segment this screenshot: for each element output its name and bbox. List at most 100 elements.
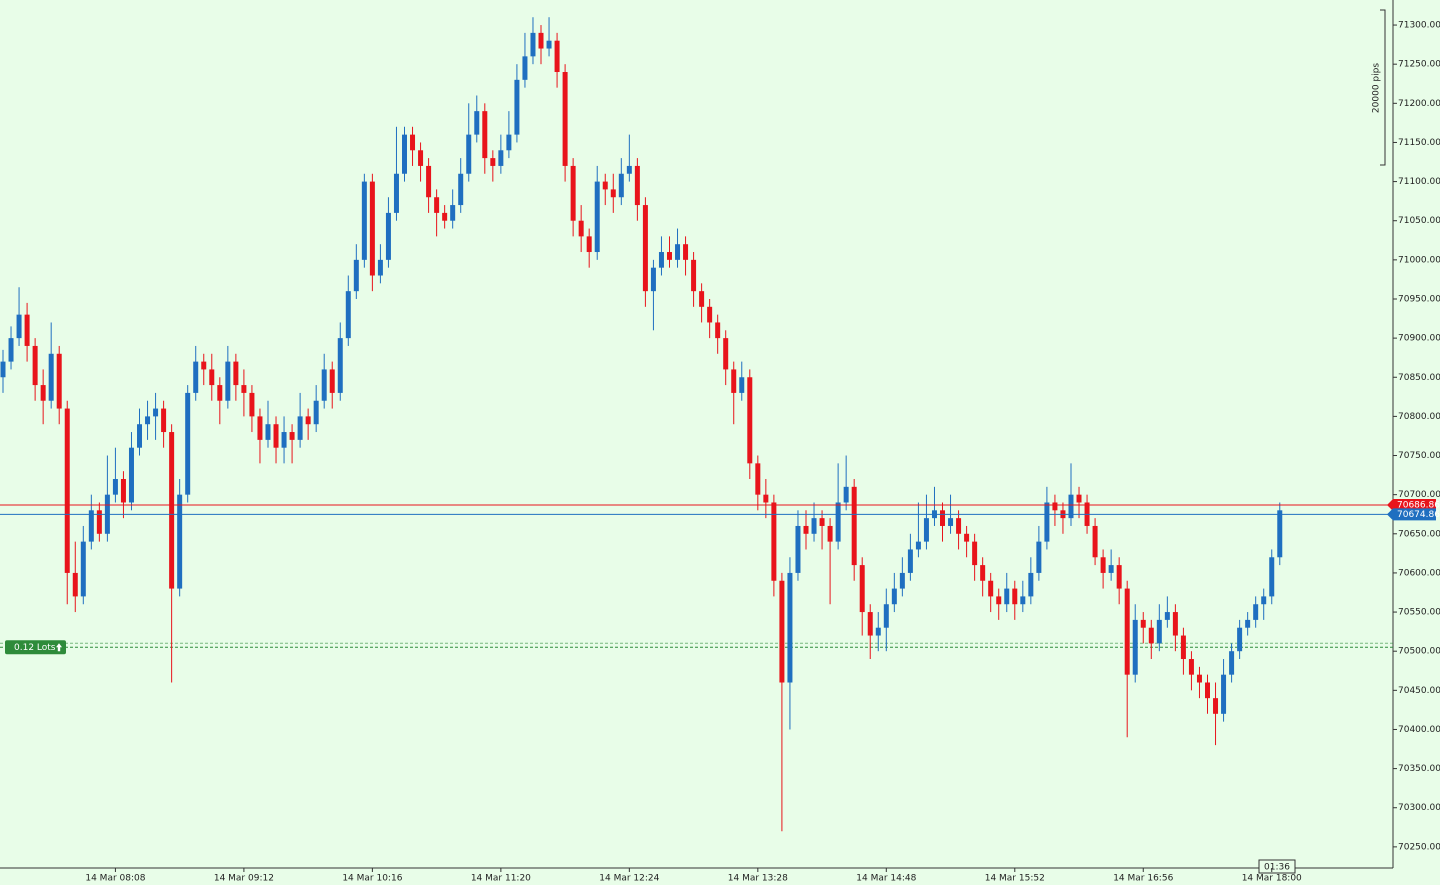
scale-label: 20000 pips	[1372, 63, 1382, 113]
candle-body	[137, 424, 143, 448]
y-tick-label: 70950.00	[1398, 294, 1440, 304]
candle-body	[1036, 541, 1042, 573]
candle-body	[988, 580, 994, 597]
candle-body	[490, 158, 496, 166]
candle-body	[297, 416, 303, 440]
candle-body	[273, 424, 279, 448]
candle-body	[707, 306, 713, 323]
candle-body	[658, 252, 664, 268]
candle-body	[289, 432, 295, 440]
order-tag	[5, 640, 66, 655]
candle-body	[755, 463, 761, 495]
x-tick-label: 14 Mar 13:28	[728, 874, 788, 884]
candle-body	[434, 197, 440, 213]
candle-body	[1020, 596, 1026, 605]
candle-body	[153, 408, 159, 417]
candle-body	[859, 565, 865, 613]
candle-body	[610, 189, 616, 198]
y-tick-label: 71050.00	[1398, 216, 1440, 226]
candle-body	[1052, 502, 1058, 511]
y-tick-label: 70850.00	[1398, 373, 1440, 383]
candle-body	[482, 111, 488, 159]
candle-body	[972, 541, 978, 566]
price-tag-label: 70674.86	[1397, 510, 1440, 520]
candle-body	[980, 565, 986, 581]
candle-body	[225, 361, 231, 401]
candle-body	[329, 369, 335, 393]
candle-body	[843, 486, 849, 503]
candle-body	[691, 259, 697, 292]
y-tick-label: 70750.00	[1398, 451, 1440, 461]
candle-body	[1068, 494, 1074, 519]
candle-body	[1116, 565, 1122, 589]
x-tick-label: 14 Mar 16:56	[1113, 874, 1173, 884]
candle-body	[1108, 565, 1114, 573]
timer: 01:36	[1264, 863, 1290, 873]
candle-body	[618, 173, 624, 198]
candle-body	[1188, 659, 1194, 675]
candle-body	[96, 510, 102, 534]
y-tick-label: 70900.00	[1398, 334, 1440, 344]
candle-body	[964, 533, 970, 542]
x-tick-label: 14 Mar 14:48	[856, 874, 916, 884]
candle-body	[377, 259, 383, 276]
candle-body	[1148, 627, 1154, 644]
candle-body	[891, 588, 897, 605]
candle-body	[450, 205, 456, 221]
candle-body	[602, 181, 608, 190]
candle-body	[442, 212, 448, 221]
candle-body	[498, 150, 504, 166]
candle-body	[514, 79, 520, 135]
candle-body	[578, 220, 584, 237]
candle-body	[795, 525, 801, 573]
candle-body	[554, 40, 560, 73]
candle-body	[466, 134, 472, 174]
candle-body	[1156, 619, 1162, 644]
candle-body	[241, 385, 247, 393]
candle-body	[193, 361, 199, 393]
candle-body	[1269, 557, 1275, 597]
candle-body	[32, 345, 38, 386]
candle-body	[410, 134, 416, 151]
candle-body	[867, 612, 873, 636]
y-tick-label: 70650.00	[1398, 529, 1440, 539]
candle-body	[281, 432, 287, 448]
candle-body	[1076, 494, 1082, 503]
candle-body	[1164, 612, 1170, 620]
candle-body	[538, 32, 544, 49]
candle-body	[217, 385, 223, 401]
candle-body	[209, 369, 215, 386]
timer-box	[1258, 859, 1296, 874]
candle-body	[257, 416, 263, 440]
candle-body	[739, 377, 745, 393]
candle-body	[779, 580, 785, 683]
x-tick-label: 14 Mar 09:12	[214, 874, 274, 884]
candle-body	[265, 424, 271, 440]
candle-body	[1245, 619, 1251, 628]
candle-body	[402, 134, 407, 174]
candle-body	[393, 173, 399, 213]
y-tick-label: 71100.00	[1398, 177, 1440, 187]
candle-body	[337, 338, 343, 393]
candle-body	[851, 486, 857, 566]
candle-body	[321, 369, 327, 401]
candle-body	[112, 479, 118, 495]
y-tick-label: 70700.00	[1398, 490, 1440, 500]
candle-body	[1028, 572, 1034, 597]
candle-body	[1092, 525, 1098, 558]
y-tick-label: 71200.00	[1398, 99, 1440, 109]
candle-body	[683, 244, 689, 260]
candle-body	[1180, 635, 1186, 660]
candle-body	[177, 494, 183, 589]
candle-body	[40, 385, 46, 401]
candle-body	[1044, 502, 1050, 542]
candle-body	[634, 165, 640, 206]
candle-body	[956, 518, 962, 534]
candle-body	[626, 165, 632, 174]
candle-body	[24, 314, 30, 346]
candle-body	[675, 244, 681, 260]
x-tick-label: 14 Mar 18:00	[1242, 874, 1302, 884]
candle-body	[594, 181, 600, 253]
y-tick-label: 70800.00	[1398, 412, 1440, 422]
